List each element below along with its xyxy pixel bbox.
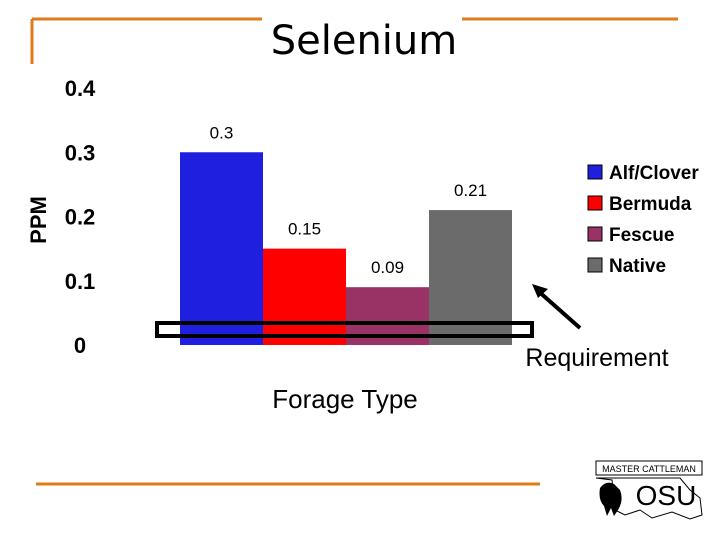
y-tick-label: 0.4 [65,76,96,101]
y-axis-label: PPM [26,196,51,244]
legend: Alf/Clover Bermuda Fescue Native [587,163,699,277]
requirement-outline-box [155,321,534,338]
x-axis-label: Forage Type [272,384,418,414]
legend-label: Fescue [609,225,674,246]
cattle-silhouette [599,482,622,516]
logo-banner-text: MASTER CATTLEMAN [602,464,696,474]
legend-swatch [587,226,603,242]
bar-bermuda [263,248,346,345]
y-tick-label: 0.1 [65,269,96,294]
y-tick-label: 0.2 [65,205,96,230]
data-label: 0.21 [454,181,487,200]
annotation-arrow-shaft [535,288,582,330]
legend-label: Alf/Clover [609,163,699,184]
logo-banner [595,460,703,476]
requirement-annotation: Requirement [525,344,668,372]
y-tick-label: 0.3 [65,140,96,165]
data-label: 0.15 [288,220,321,239]
chart-title: Selenium [271,18,458,64]
data-label: 0.3 [210,123,234,142]
y-axis-ticks: 0.4 0.3 0.2 0.1 0 [65,76,96,358]
legend-swatch [587,195,603,211]
data-label: 0.09 [371,258,404,277]
legend-label: Bermuda [609,194,692,215]
orange-frame [30,17,678,486]
master-cattleman-osu-logo: MASTER CATTLEMAN OSU [595,460,703,520]
osu-letters: OSU [636,480,697,511]
legend-swatch [587,257,603,273]
bar-alf-clover [180,152,263,345]
y-tick-label: 0 [74,333,86,358]
legend-swatch [587,164,603,180]
annotation-arrow-head [532,284,548,298]
legend-label: Native [609,256,666,277]
data-labels: 0.3 0.15 0.09 0.21 [210,123,487,277]
